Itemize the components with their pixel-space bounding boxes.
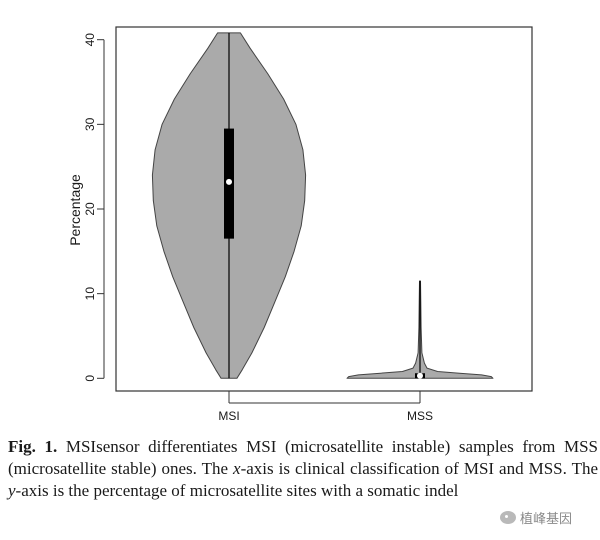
- y-tick-label-0: 0: [83, 375, 97, 382]
- figure-caption: Fig. 1. MSIsensor differentiates MSI (mi…: [8, 436, 598, 502]
- watermark-text: 植峰基因: [520, 511, 573, 527]
- y-axis-label: Percentage: [67, 174, 83, 246]
- y-tick-label-10: 10: [83, 287, 97, 301]
- y-tick-label-40: 40: [83, 33, 97, 47]
- caption-x-var: x: [233, 459, 241, 478]
- caption-figure-label: Fig. 1.: [8, 437, 58, 456]
- y-tick-label-20: 20: [83, 202, 97, 216]
- plot-frame: [115, 26, 533, 392]
- y-tick-label-30: 30: [83, 117, 97, 131]
- caption-y-var: y: [8, 481, 16, 500]
- x-axis: MSI MSS: [218, 391, 433, 423]
- caption-text-3: -axis is the percentage of microsatellit…: [15, 481, 459, 500]
- watermark: 植峰基因: [500, 506, 572, 528]
- caption-text-1: MSIsensor differentiates MSI (microsatel…: [8, 437, 599, 478]
- y-axis: 0 10 20 30 40: [83, 33, 105, 382]
- violin-msi-median: [226, 178, 232, 185]
- caption-text-2: -axis is clinical classification of MSI …: [240, 459, 598, 478]
- violins: [151, 32, 494, 379]
- wechat-icon: [500, 510, 516, 524]
- violin-chart: 0 10 20 30 40 MSI MSS Percentage: [67, 26, 533, 423]
- x-tick-label-msi: MSI: [218, 409, 239, 423]
- x-tick-label-mss: MSS: [407, 409, 433, 423]
- violin-mss-median: [417, 372, 423, 379]
